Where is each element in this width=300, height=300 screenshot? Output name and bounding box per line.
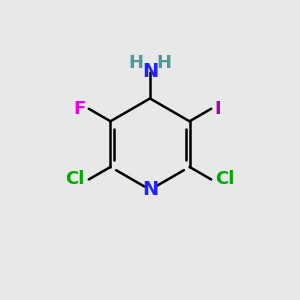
- Text: H: H: [157, 53, 172, 71]
- Text: Cl: Cl: [65, 170, 84, 188]
- Text: N: N: [142, 180, 158, 199]
- Text: H: H: [128, 53, 143, 71]
- Text: I: I: [215, 100, 221, 118]
- Text: Cl: Cl: [216, 170, 235, 188]
- Text: N: N: [142, 62, 158, 82]
- Text: F: F: [73, 100, 85, 118]
